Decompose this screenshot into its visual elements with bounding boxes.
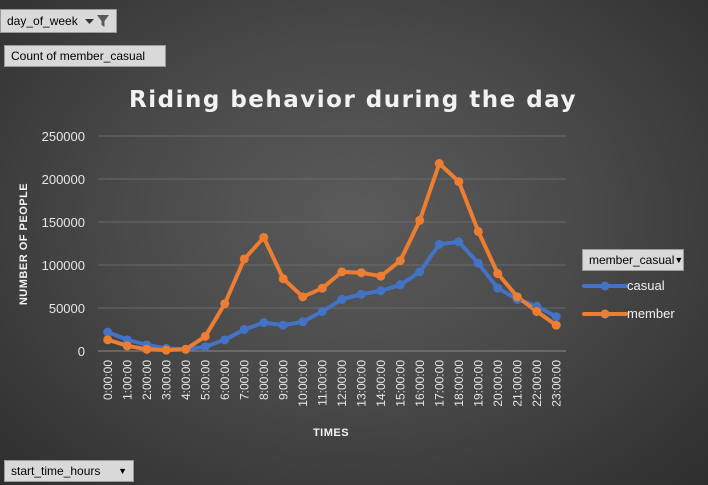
data-point-casual xyxy=(337,294,347,304)
x-tick-label: 10:00:00 xyxy=(296,360,310,407)
x-tick-label: 23:00:00 xyxy=(549,360,563,407)
x-tick-label: 17:00:00 xyxy=(432,360,446,407)
data-point-member xyxy=(259,232,269,242)
data-point-member xyxy=(551,320,561,330)
data-point-casual xyxy=(220,335,230,345)
data-point-casual xyxy=(415,267,425,277)
filter-funnel-icon xyxy=(85,14,110,28)
chevron-down-icon: ▼ xyxy=(674,255,684,265)
data-point-casual xyxy=(239,325,249,334)
data-point-member xyxy=(415,215,425,225)
axis-field-label: start_time_hours xyxy=(11,464,101,478)
x-tick-label: 2:00:00 xyxy=(140,360,154,400)
y-tick-label: 250000 xyxy=(42,129,85,144)
data-point-member xyxy=(395,256,405,266)
y-tick-label: 50000 xyxy=(49,301,85,316)
y-tick-label: 0 xyxy=(78,344,85,359)
data-point-casual xyxy=(103,327,113,337)
x-tick-label: 8:00:00 xyxy=(257,360,271,400)
data-point-casual xyxy=(259,318,269,328)
x-tick-label: 4:00:00 xyxy=(179,360,193,400)
x-tick-label: 18:00:00 xyxy=(452,360,466,407)
data-point-casual xyxy=(473,258,483,268)
data-point-member xyxy=(122,341,132,351)
data-point-member xyxy=(103,335,113,345)
axis-field-button[interactable]: start_time_hours ▼ xyxy=(4,460,134,482)
x-tick-label: 21:00:00 xyxy=(510,360,524,407)
x-tick-label: 16:00:00 xyxy=(413,360,427,407)
data-point-casual xyxy=(493,283,503,293)
data-point-casual xyxy=(434,239,444,249)
data-point-casual xyxy=(356,289,366,299)
data-point-member xyxy=(337,267,347,277)
y-tick-label: 200000 xyxy=(42,172,85,187)
data-point-member xyxy=(278,274,288,284)
data-point-casual xyxy=(200,342,210,352)
y-tick-label: 100000 xyxy=(42,258,85,273)
data-point-member xyxy=(161,345,171,355)
data-point-member xyxy=(473,226,483,236)
data-point-casual xyxy=(298,317,308,327)
data-point-member xyxy=(493,269,503,279)
y-axis-title: NUMBER OF PEOPLE xyxy=(18,183,30,305)
x-tick-label: 1:00:00 xyxy=(120,360,134,400)
x-tick-label: 11:00:00 xyxy=(315,360,329,406)
data-point-member xyxy=(512,292,522,302)
legend-label-member: member xyxy=(627,306,675,321)
x-tick-label: 12:00:00 xyxy=(335,360,349,407)
data-point-member xyxy=(181,344,191,354)
data-point-member xyxy=(142,344,152,354)
x-axis-title: TIMES xyxy=(313,427,349,439)
x-tick-label: 9:00:00 xyxy=(276,360,290,400)
chart-title: Riding behavior during the day xyxy=(129,87,577,113)
data-point-member xyxy=(376,271,386,281)
data-point-member xyxy=(434,159,444,169)
values-field-label: Count of member_casual xyxy=(11,49,146,63)
legend-label-casual: casual xyxy=(627,278,665,293)
data-point-casual xyxy=(317,306,327,316)
data-point-casual xyxy=(395,280,405,290)
legend-field-button[interactable]: member_casual ▼ xyxy=(582,249,684,271)
legend-field-label: member_casual xyxy=(589,253,675,267)
x-tick-label: 7:00:00 xyxy=(237,360,251,400)
data-point-member xyxy=(298,292,308,302)
day-of-week-filter-button[interactable]: day_of_week xyxy=(0,9,117,33)
data-point-member xyxy=(317,283,327,293)
data-point-member xyxy=(532,306,542,316)
series-line-member xyxy=(105,161,559,353)
data-point-member xyxy=(454,177,464,187)
chevron-down-icon: ▼ xyxy=(118,466,127,476)
legend-marker-casual xyxy=(600,281,610,291)
day-of-week-label: day_of_week xyxy=(7,14,78,28)
data-point-member xyxy=(200,331,210,341)
legend-marker-member xyxy=(600,309,610,319)
data-point-casual xyxy=(454,237,464,247)
x-tick-label: 14:00:00 xyxy=(374,360,388,407)
x-tick-label: 19:00:00 xyxy=(471,360,485,407)
data-point-casual xyxy=(278,320,288,330)
x-tick-label: 22:00:00 xyxy=(530,360,544,407)
x-tick-label: 13:00:00 xyxy=(354,360,368,407)
y-tick-label: 150000 xyxy=(42,215,85,230)
x-tick-label: 15:00:00 xyxy=(393,360,407,407)
data-point-member xyxy=(356,268,366,278)
data-point-casual xyxy=(551,312,561,322)
values-field-button[interactable]: Count of member_casual xyxy=(4,45,166,67)
x-tick-label: 20:00:00 xyxy=(491,360,505,407)
data-point-member xyxy=(220,299,230,309)
x-tick-label: 3:00:00 xyxy=(159,360,173,400)
x-tick-label: 5:00:00 xyxy=(198,360,212,400)
x-tick-label: 6:00:00 xyxy=(218,360,232,400)
x-tick-label: 0:00:00 xyxy=(101,360,115,400)
data-point-casual xyxy=(376,286,386,296)
data-point-member xyxy=(239,254,249,264)
